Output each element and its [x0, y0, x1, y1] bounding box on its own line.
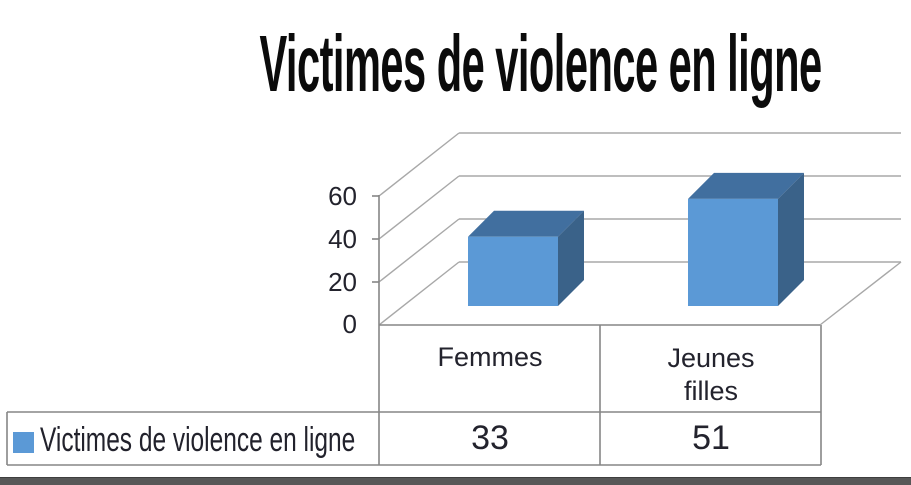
bar-front-face-femmes	[468, 236, 558, 306]
bar-side-face-jeunes-filles	[778, 172, 804, 306]
category-label-filles: filles	[683, 376, 738, 406]
bars-layer	[468, 172, 804, 306]
y-axis-tick-20: 20	[328, 267, 357, 297]
data-table-borders	[6, 324, 822, 466]
bottom-rule	[0, 477, 911, 485]
gridlines-left-wall	[378, 132, 902, 326]
bar-side-face-femmes	[558, 210, 584, 306]
value-axis	[372, 195, 380, 325]
legend-marker	[13, 432, 34, 453]
y-axis-tick-0: 0	[342, 309, 357, 339]
category-label-jeunes: Jeunes	[667, 343, 755, 373]
category-cell-jeunes-filles: Jeunes filles	[601, 342, 821, 408]
legend-series-label: Victimes de violence en ligne	[40, 421, 356, 459]
chart-title: Victimes de violence en ligne	[0, 18, 911, 110]
y-axis-tick-60: 60	[328, 181, 357, 211]
chart-title-text: Victimes de violence en ligne	[259, 19, 822, 108]
category-cell-femmes: Femmes	[380, 342, 600, 372]
bar-top-face-jeunes-filles	[688, 172, 804, 199]
category-label-femmes: Femmes	[437, 342, 543, 372]
value-cell-femmes: 33	[471, 419, 509, 457]
bar-top-face-femmes	[468, 210, 584, 237]
value-cell-jeunes-filles: 51	[692, 419, 730, 457]
y-axis-tick-40: 40	[328, 224, 357, 254]
bar-front-face-jeunes-filles	[688, 198, 778, 306]
